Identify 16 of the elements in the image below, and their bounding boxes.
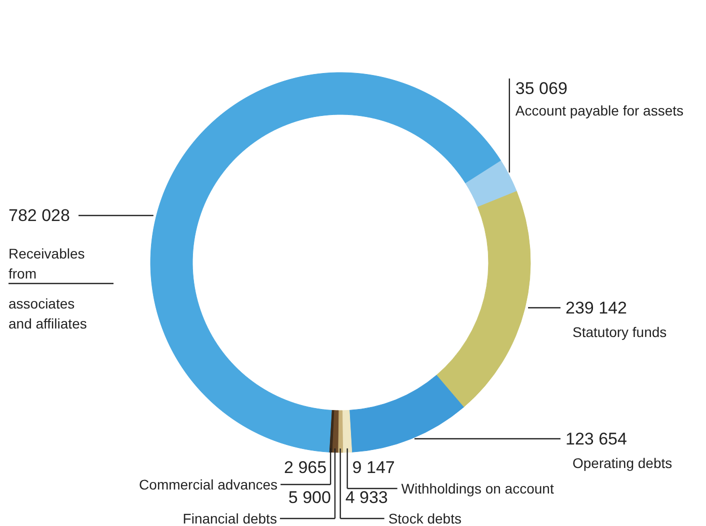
slice-label: Stock debts xyxy=(388,510,462,526)
data-label: 123 654 xyxy=(566,429,627,448)
data-label: 9 147 xyxy=(352,458,395,477)
slice-label: Receivables from associates and affiliates xyxy=(8,246,87,332)
data-label: 5 900 xyxy=(288,488,331,507)
slice-label: Statutory funds xyxy=(572,324,667,340)
slice-label: Account payable for assets xyxy=(515,102,684,118)
slice-label: Operating debts xyxy=(572,454,672,471)
data-label: 35 069 xyxy=(515,79,568,98)
slice-label: Commercial advances xyxy=(139,476,278,492)
data-label: 4 933 xyxy=(345,488,388,507)
data-label: 2 965 xyxy=(284,458,327,477)
slice-label: Withholdings on account xyxy=(401,480,554,496)
data-label: 782 028 xyxy=(8,206,70,225)
data-label: 239 142 xyxy=(566,298,627,318)
slice-label: Financial debts xyxy=(182,510,277,526)
